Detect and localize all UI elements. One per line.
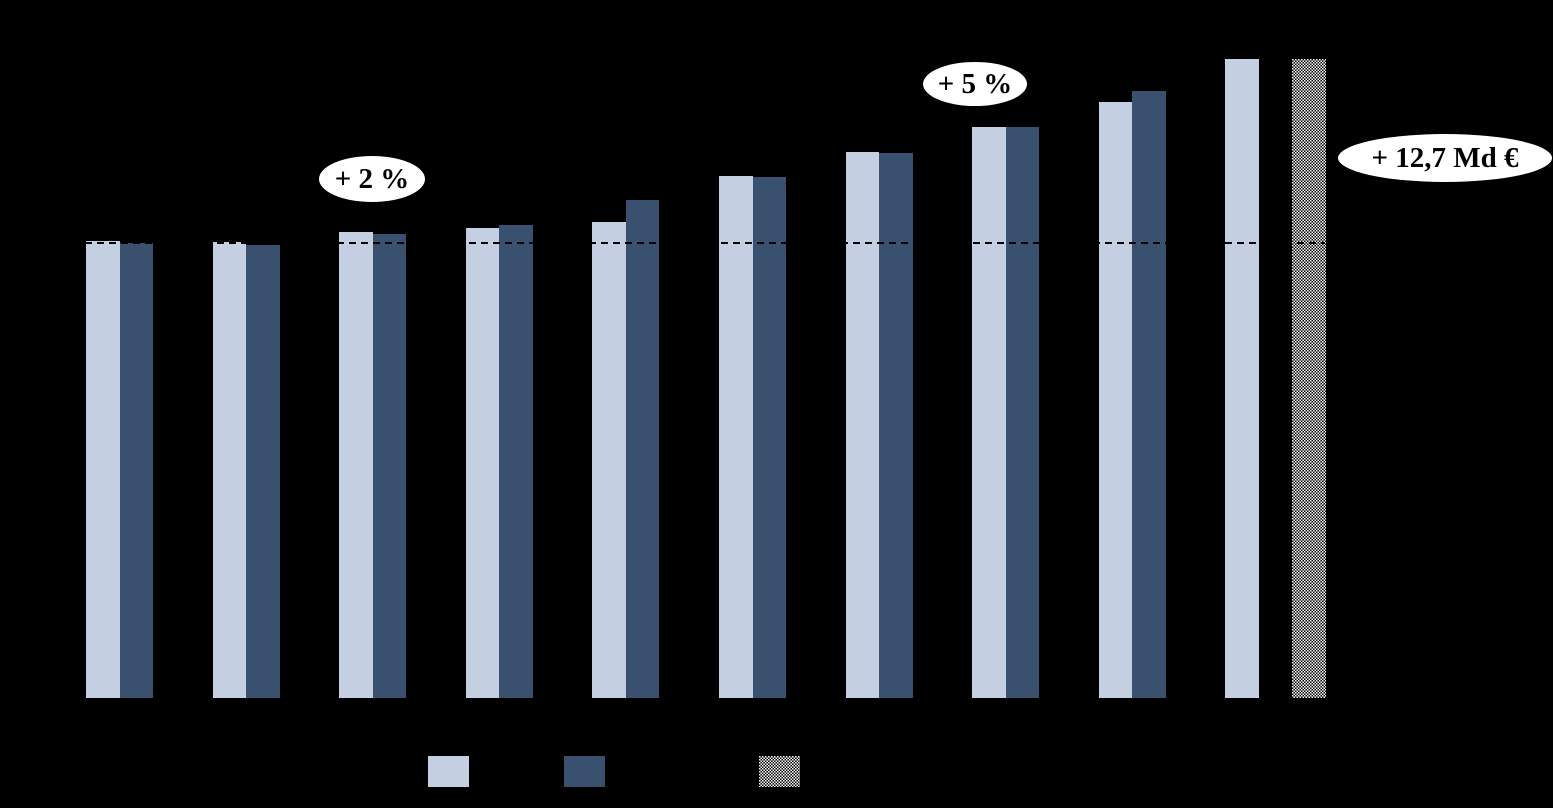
- bar: [465, 228, 500, 698]
- dashed-reference-line: [85, 242, 1325, 244]
- callout-text: + 12,7 Md €: [1371, 141, 1519, 174]
- bar: [1225, 59, 1259, 698]
- callout-text: + 5 %: [937, 67, 1013, 100]
- bar: [212, 242, 247, 698]
- bar: [752, 177, 786, 698]
- callout-plus-12-7-md-euro: + 12,7 Md €: [1338, 134, 1552, 182]
- bar: [339, 232, 373, 698]
- bar: [1292, 59, 1326, 698]
- bar: [86, 241, 120, 698]
- bar: [372, 234, 407, 698]
- legend-swatch-hatched: [759, 756, 800, 787]
- bar: [499, 225, 533, 698]
- bar: [879, 153, 913, 698]
- bar: [625, 200, 660, 698]
- bar: [1098, 102, 1133, 698]
- callout-plus-5-percent: + 5 %: [923, 62, 1027, 106]
- callout-text: + 2 %: [334, 162, 410, 195]
- bar: [972, 127, 1006, 698]
- bar: [1132, 91, 1166, 698]
- bar: [1005, 127, 1040, 698]
- legend-swatch-dark-blue: [564, 756, 605, 787]
- bar: [246, 245, 280, 698]
- bar: [119, 243, 153, 698]
- bar: [845, 152, 880, 698]
- callout-plus-2-percent: + 2 %: [319, 156, 425, 202]
- bar: [719, 176, 753, 698]
- legend-swatch-light-blue: [428, 756, 469, 787]
- bar: [592, 222, 626, 698]
